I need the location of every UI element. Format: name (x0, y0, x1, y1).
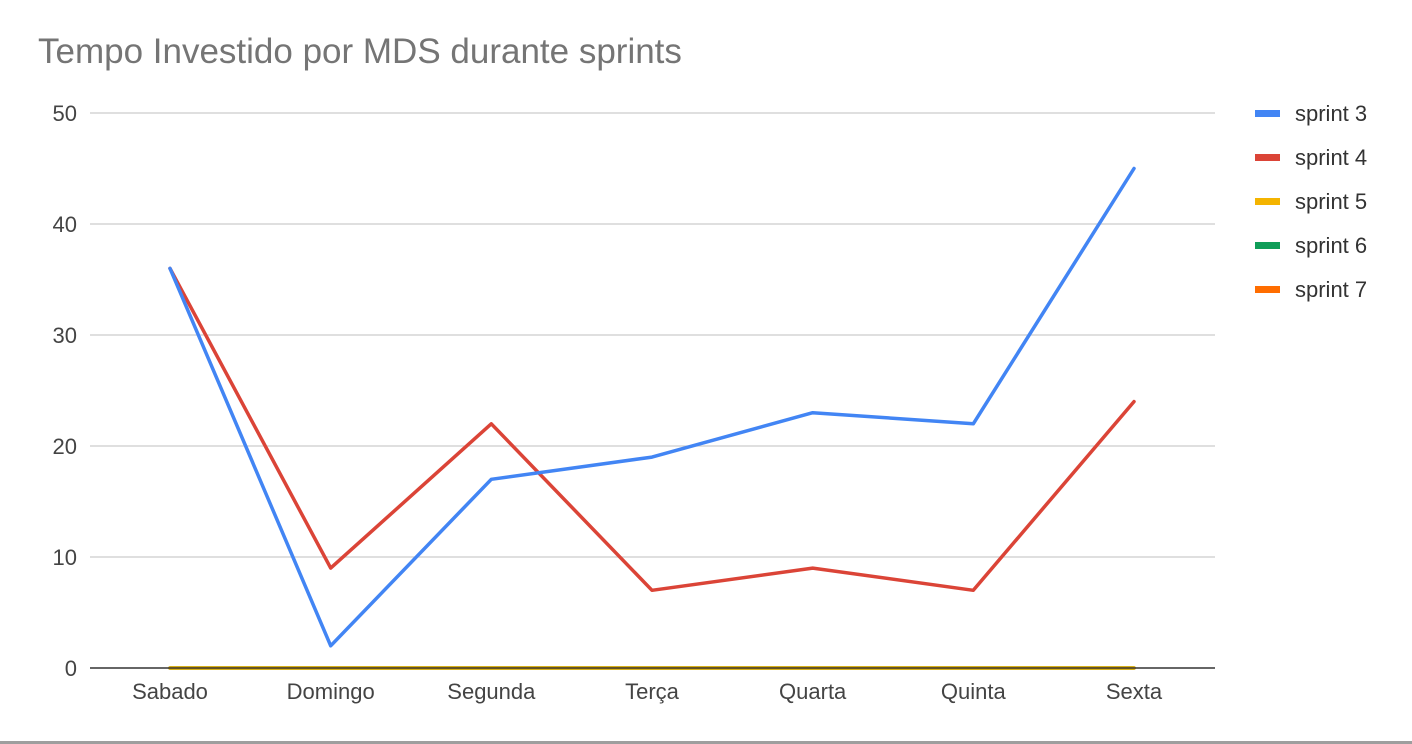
legend-swatch (1255, 110, 1280, 117)
x-tick-label: Domingo (287, 679, 375, 704)
y-tick-label: 20 (53, 434, 77, 459)
legend-swatch (1255, 198, 1280, 205)
legend-swatch (1255, 286, 1280, 293)
bottom-divider (0, 741, 1412, 744)
legend-swatch (1255, 154, 1280, 161)
legend-swatch (1255, 242, 1280, 249)
y-tick-label: 10 (53, 545, 77, 570)
legend-label: sprint 7 (1295, 277, 1367, 302)
series-line (168, 166, 1136, 648)
x-tick-label: Sexta (1106, 679, 1163, 704)
legend-label: sprint 6 (1295, 233, 1367, 258)
chart-title: Tempo Investido por MDS durante sprints (38, 32, 682, 71)
x-tick-label: Terça (625, 679, 680, 704)
x-tick-label: Quarta (779, 679, 847, 704)
y-tick-label: 30 (53, 323, 77, 348)
x-tick-label: Segunda (447, 679, 536, 704)
y-tick-label: 40 (53, 212, 77, 237)
x-tick-label: Quinta (941, 679, 1007, 704)
series-line (168, 266, 1136, 593)
y-tick-label: 0 (65, 656, 77, 681)
legend-label: sprint 4 (1295, 145, 1367, 170)
x-tick-label: Sabado (132, 679, 208, 704)
legend-label: sprint 5 (1295, 189, 1367, 214)
legend-label: sprint 3 (1295, 101, 1367, 126)
y-tick-label: 50 (53, 101, 77, 126)
